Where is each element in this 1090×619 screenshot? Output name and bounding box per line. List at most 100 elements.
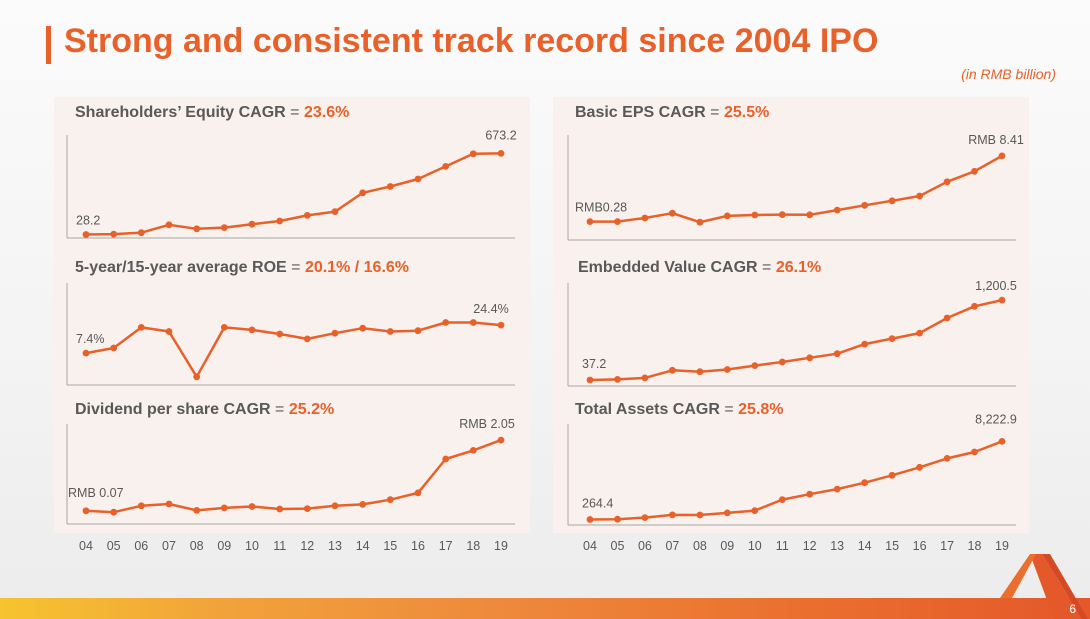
data-point-2-11 [386,496,394,504]
page-number: 6 [1069,602,1076,616]
data-point-3-3 [669,209,676,217]
data-point-3-12 [916,192,923,200]
data-point-1-6 [248,326,256,334]
first-value-label-2: RMB 0.07 [68,486,124,500]
data-point-1-4 [193,373,201,381]
data-point-0-15 [497,150,505,157]
data-point-2-10 [359,501,367,508]
x-tick-label-2-7: 11 [273,539,286,553]
data-point-5-0 [586,516,594,523]
page-title: Strong and consistent track record since… [64,22,879,60]
data-point-0-8 [303,212,311,219]
x-tick-label-5-5: 09 [720,539,734,553]
data-point-3-10 [861,201,869,209]
data-point-0-12 [414,175,422,183]
data-point-2-3 [165,500,173,508]
data-point-5-15 [998,438,1006,445]
data-point-3-8 [806,211,814,219]
data-point-4-13 [943,314,951,322]
x-tick-label-5-9: 13 [830,539,844,553]
data-point-4-7 [778,358,786,366]
data-point-1-7 [276,330,284,338]
x-tick-label-5-7: 11 [776,539,789,553]
data-point-0-9 [331,208,339,216]
data-point-5-6 [751,507,759,514]
last-value-label-3: RMB 8.41 [968,133,1024,147]
chart-title-2: Dividend per share CAGR = 25.2% [75,401,334,418]
data-point-4-14 [971,302,978,310]
data-point-1-0 [82,349,90,357]
data-point-4-12 [916,329,923,337]
data-point-2-14 [469,447,477,454]
last-value-label-4: 1,200.5 [975,279,1017,293]
unit-note: (in RMB billion) [961,66,1056,82]
data-point-2-2 [137,502,145,510]
x-tick-label-2-0: 04 [79,539,93,553]
data-point-2-4 [193,507,201,514]
data-point-1-9 [331,329,339,337]
data-point-2-8 [303,505,311,512]
x-tick-label-2-15: 19 [494,539,508,553]
data-point-0-1 [110,230,118,238]
last-value-label-1: 24.4% [473,302,508,316]
data-point-1-13 [442,319,450,326]
x-tick-label-2-12: 16 [411,539,425,553]
x-tick-label-2-11: 15 [383,539,397,553]
data-point-3-13 [943,178,951,186]
data-point-4-8 [806,354,814,362]
first-value-label-4: 37.2 [582,357,606,371]
data-point-4-3 [669,366,676,374]
data-point-0-4 [193,225,201,233]
x-tick-label-5-12: 16 [913,539,927,553]
data-point-2-0 [82,507,90,515]
data-point-5-3 [669,511,676,519]
x-tick-label-5-1: 05 [611,539,625,553]
data-point-2-12 [414,489,422,497]
x-tick-label-2-14: 18 [466,539,480,553]
x-tick-label-5-0: 04 [583,539,597,553]
data-point-4-5 [723,366,731,373]
series-line-2 [85,438,502,514]
data-point-4-15 [998,296,1006,304]
data-point-5-11 [888,471,896,479]
x-tick-label-5-6: 10 [748,539,762,553]
data-point-5-12 [916,463,923,471]
data-point-1-1 [110,344,118,352]
data-point-1-11 [386,328,394,335]
data-point-1-2 [137,324,145,331]
data-point-1-5 [220,324,228,331]
data-point-0-6 [248,220,256,228]
data-point-0-11 [386,183,394,190]
data-point-0-3 [165,221,173,229]
data-point-5-5 [723,509,731,517]
last-value-label-0: 673.2 [485,128,516,142]
data-point-0-2 [137,229,145,237]
series-line-1 [85,321,502,379]
first-value-label-0: 28.2 [76,213,100,227]
data-point-1-10 [359,324,367,332]
first-value-label-3: RMB0.28 [575,201,627,215]
data-point-0-13 [442,163,450,170]
x-tick-label-2-4: 08 [190,539,204,553]
series-line-3 [590,154,1003,224]
series-line-0 [85,152,502,236]
chart-title-1: 5-year/15-year average ROE = 20.1% / 16.… [75,259,409,276]
data-point-0-7 [276,217,284,225]
x-tick-label-5-2: 06 [638,539,652,553]
data-point-3-9 [833,206,841,214]
x-tick-label-5-3: 07 [665,539,679,553]
first-value-label-5: 264.4 [582,496,613,510]
data-point-1-3 [165,328,173,335]
data-point-5-13 [943,455,951,462]
data-point-3-14 [971,167,978,175]
x-tick-label-2-8: 12 [300,539,314,553]
x-tick-label-2-2: 06 [134,539,148,553]
data-point-1-12 [414,327,422,335]
data-point-0-5 [220,224,228,232]
data-point-1-14 [469,319,477,326]
data-point-3-0 [586,218,594,226]
x-tick-label-2-3: 07 [162,539,176,553]
x-tick-label-5-14: 18 [968,539,982,553]
data-point-4-0 [586,376,594,384]
data-point-5-2 [641,514,649,521]
